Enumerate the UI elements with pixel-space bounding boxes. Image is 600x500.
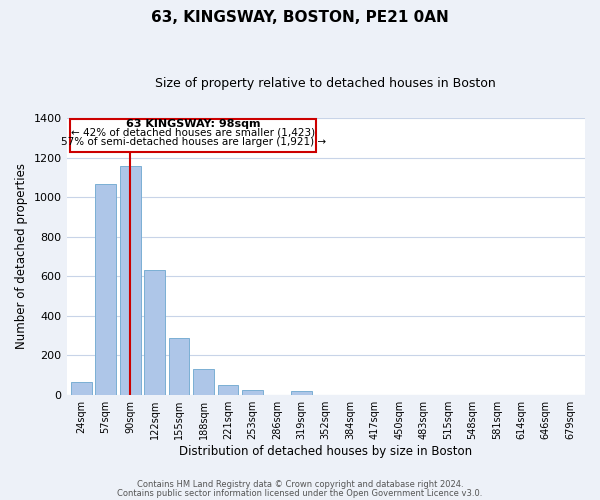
Bar (291, 391, 312, 394)
Text: ← 42% of detached houses are smaller (1,423): ← 42% of detached houses are smaller (1,… (71, 128, 315, 138)
Bar (95, 184, 116, 394)
Text: 63 KINGSWAY: 98sqm: 63 KINGSWAY: 98sqm (126, 119, 260, 129)
Text: 57% of semi-detached houses are larger (1,921) →: 57% of semi-detached houses are larger (… (61, 137, 326, 147)
X-axis label: Distribution of detached houses by size in Boston: Distribution of detached houses by size … (179, 444, 472, 458)
Text: Contains HM Land Registry data © Crown copyright and database right 2024.: Contains HM Land Registry data © Crown c… (137, 480, 463, 489)
Y-axis label: Number of detached properties: Number of detached properties (15, 164, 28, 350)
Bar (169, 338, 190, 394)
Text: 63, KINGSWAY, BOSTON, PE21 0AN: 63, KINGSWAY, BOSTON, PE21 0AN (151, 10, 449, 25)
Bar (242, 390, 263, 394)
Bar (120, 166, 140, 394)
Title: Size of property relative to detached houses in Boston: Size of property relative to detached ho… (155, 78, 496, 90)
Bar (144, 270, 165, 394)
Bar (218, 385, 238, 394)
Text: Contains public sector information licensed under the Open Government Licence v3: Contains public sector information licen… (118, 489, 482, 498)
Bar (70, 119, 316, 152)
Bar (193, 369, 214, 394)
Bar (71, 382, 92, 394)
